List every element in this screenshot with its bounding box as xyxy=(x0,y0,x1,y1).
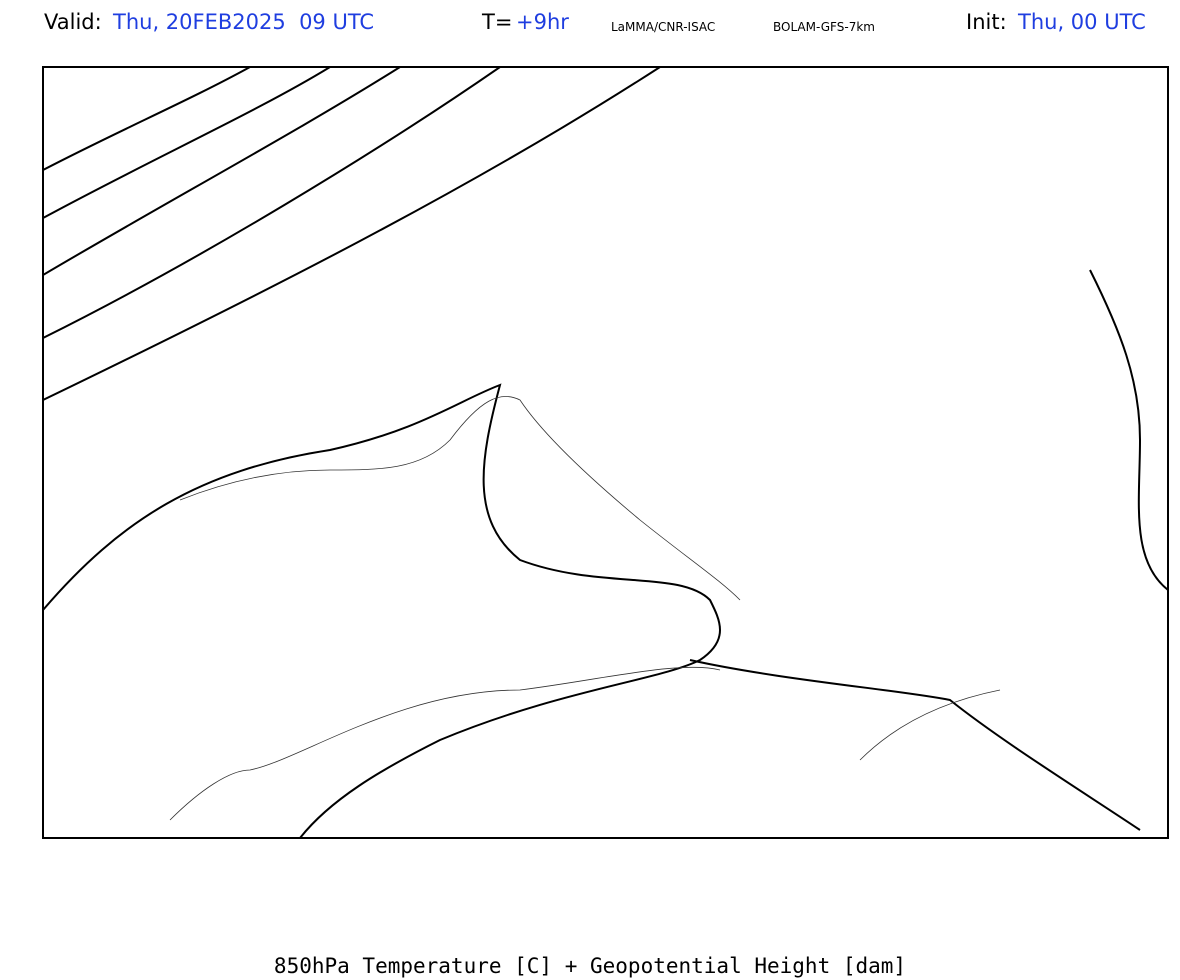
coastlines xyxy=(169,396,1001,821)
valid-label: Valid: xyxy=(44,10,102,34)
source: LaMMA/CNR-ISAC xyxy=(611,20,716,34)
init-value: Thu, 00 UTC xyxy=(1018,10,1146,34)
height-contours xyxy=(43,67,1168,838)
t-label: T= xyxy=(482,10,513,34)
model: BOLAM-GFS-7km xyxy=(773,20,875,34)
colorbar-title: 850hPa Temperature [C] + Geopotential He… xyxy=(274,954,906,978)
init-label: Init: xyxy=(966,10,1007,34)
map-frame xyxy=(42,66,1169,839)
valid-value: Thu, 20FEB2025 09 UTC xyxy=(113,10,375,34)
t-value: +9hr xyxy=(516,10,569,34)
